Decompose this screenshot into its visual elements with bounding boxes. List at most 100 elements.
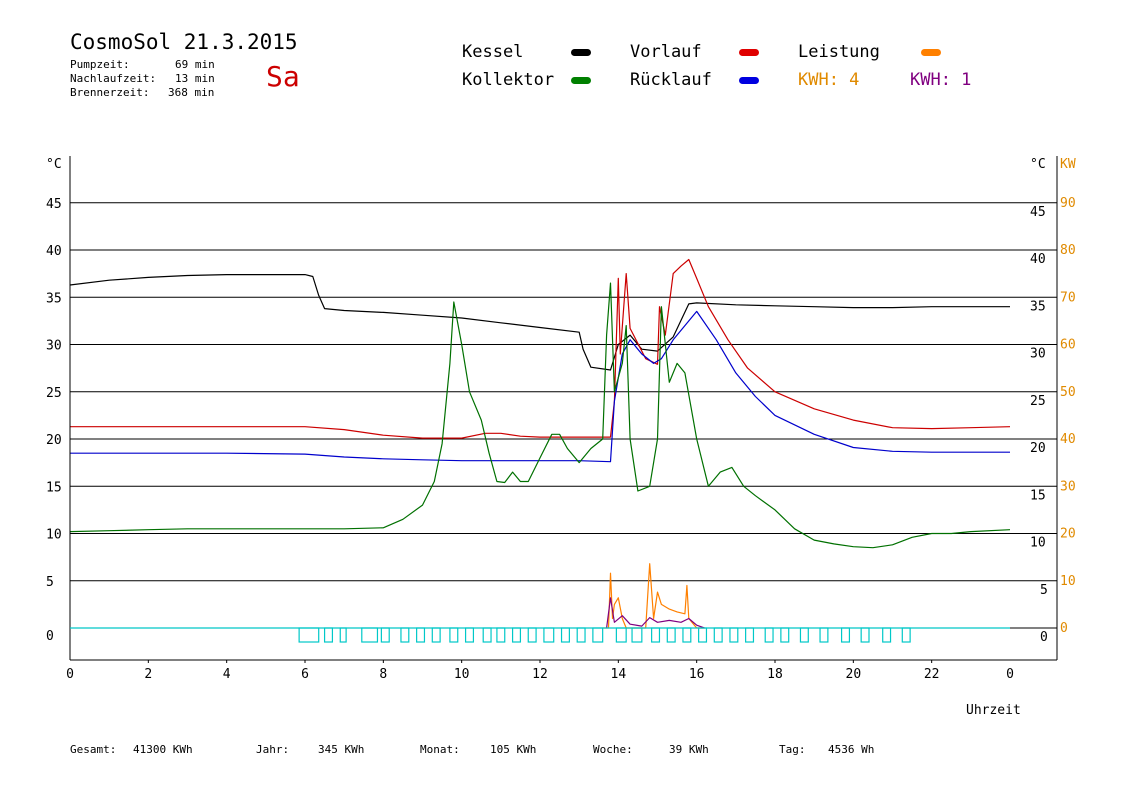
y-tick-left-25: 25 (46, 386, 62, 401)
pump-block-5 (400, 627, 410, 643)
y-tick-right-15: 15 (1030, 488, 1046, 503)
nachlaufzeit-value: 13 min (175, 72, 215, 85)
pumpzeit-value: 69 min (175, 58, 215, 71)
y-tick-right-20: 20 (1030, 441, 1046, 456)
y-tick-left-5: 5 (46, 575, 54, 590)
y-tick-left-0: 0 (46, 629, 54, 644)
legend-leistung-swatch (921, 49, 941, 56)
y-tick-left-15: 15 (46, 480, 62, 495)
pump-block-11 (496, 627, 506, 643)
y-right-unit: °C (1030, 157, 1046, 172)
pump-block-19 (631, 627, 643, 643)
y-tick-left-40: 40 (46, 244, 62, 259)
legend-ruecklauf-swatch (739, 77, 759, 84)
pump-block-21 (666, 627, 676, 643)
y2-tick-90: 90 (1060, 196, 1076, 211)
pump-block-15 (560, 627, 570, 643)
legend-kollektor-label: Kollektor (462, 70, 555, 90)
legend-vorlauf-label: Vorlauf (630, 42, 702, 62)
brennerzeit-value: 368 min (168, 86, 215, 99)
pump-block-13 (527, 627, 537, 643)
pump-block-31 (840, 627, 851, 643)
pump-block-3 (361, 627, 379, 643)
y-tick-left-20: 20 (46, 433, 62, 448)
series-pumpe-line (606, 597, 705, 629)
legend-kwh-orange: KWH: 4 (798, 70, 860, 90)
pumpzeit-label: Pumpzeit: (70, 58, 130, 71)
y2-tick-20: 20 (1060, 527, 1076, 542)
y-tick-left-30: 30 (46, 339, 62, 354)
footer-woche-value: 39 KWh (669, 743, 709, 756)
y2-tick-60: 60 (1060, 338, 1076, 353)
pump-block-28 (780, 627, 790, 643)
y-tick-right-45: 45 (1030, 205, 1046, 220)
series-vorlauf-line (70, 258, 1011, 439)
pump-block-8 (449, 627, 459, 643)
footer-tag-label: Tag: (779, 743, 806, 756)
x-tick-1: 2 (144, 667, 152, 682)
footer-tag-value: 4536 Wh (828, 743, 875, 756)
footer-monat-value: 105 KWh (490, 743, 537, 756)
pump-block-10 (482, 627, 492, 643)
pump-block-27 (764, 627, 774, 643)
x-tick-12: 0 (1006, 667, 1014, 682)
pump-block-29 (799, 627, 809, 643)
y-tick-right-0: 0 (1040, 630, 1048, 645)
x-tick-0: 0 (66, 667, 74, 682)
x-axis-label: Uhrzeit (966, 703, 1021, 718)
y2-tick-30: 30 (1060, 479, 1076, 494)
x-tick-7: 14 (611, 667, 627, 682)
pump-block-32 (860, 627, 870, 643)
y-tick-right-35: 35 (1030, 299, 1046, 314)
series-r-cklauf-line (70, 310, 1010, 463)
y-tick-right-25: 25 (1030, 394, 1046, 409)
footer-woche-label: Woche: (593, 743, 633, 756)
y2-tick-70: 70 (1060, 290, 1076, 305)
x-tick-8: 16 (689, 667, 705, 682)
pump-block-2 (339, 627, 347, 643)
pump-block-33 (882, 627, 892, 643)
pump-block-1 (323, 627, 334, 643)
pump-block-25 (729, 627, 739, 643)
footer-monat-label: Monat: (420, 743, 460, 756)
footer-jahr-value: 345 KWh (318, 743, 365, 756)
pump-block-23 (698, 627, 708, 643)
brennerzeit-label: Brennerzeit: (70, 86, 150, 99)
pump-block-18 (615, 627, 627, 643)
pump-block-9 (464, 627, 475, 643)
y2-tick-80: 80 (1060, 243, 1076, 258)
y-tick-right-30: 30 (1030, 347, 1046, 362)
pump-block-26 (745, 627, 755, 643)
y2-tick-10: 10 (1060, 574, 1076, 589)
pump-block-4 (380, 627, 390, 643)
pump-block-34 (901, 627, 911, 643)
pump-block-12 (511, 627, 522, 643)
legend-leistung-label: Leistung (798, 42, 880, 62)
pump-block-16 (576, 627, 586, 643)
x-tick-6: 12 (532, 667, 548, 682)
x-tick-9: 18 (767, 667, 783, 682)
nachlaufzeit-label: Nachlaufzeit: (70, 72, 157, 85)
footer-jahr-label: Jahr: (256, 743, 290, 756)
pump-block-0 (298, 627, 320, 643)
y2-tick-0: 0 (1060, 621, 1068, 636)
x-tick-11: 22 (924, 667, 940, 682)
y-left-unit: °C (46, 157, 62, 172)
pump-block-30 (819, 627, 829, 643)
y-tick-left-35: 35 (46, 291, 62, 306)
x-tick-5: 10 (454, 667, 470, 682)
legend-ruecklauf-label: Rücklauf (630, 70, 712, 90)
legend-kollektor-swatch (571, 77, 591, 84)
legend-vorlauf-swatch (739, 49, 759, 56)
y-tick-left-10: 10 (46, 528, 62, 543)
y-tick-right-10: 10 (1030, 536, 1046, 551)
legend-kessel-swatch (571, 49, 591, 56)
pump-block-24 (713, 627, 723, 643)
legend-kessel-label: Kessel (462, 42, 524, 62)
x-tick-4: 8 (379, 667, 387, 682)
legend-kwh-purple: KWH: 1 (910, 70, 972, 90)
footer-gesamt-label: Gesamt: (70, 743, 117, 756)
pump-block-20 (651, 627, 661, 643)
pump-block-14 (543, 627, 555, 643)
